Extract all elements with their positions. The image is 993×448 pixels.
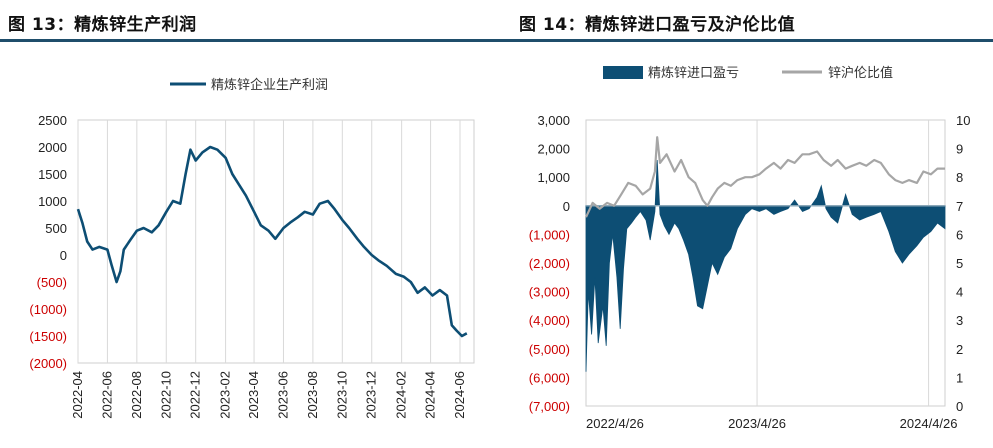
x-tick-label: 2023-12 bbox=[364, 371, 379, 419]
figure-13-title: 图 13：精炼锌生产利润 bbox=[8, 15, 197, 35]
y-right-tick-label: 5 bbox=[956, 256, 963, 271]
y-tick-label: 0 bbox=[60, 248, 67, 263]
x-tick-label: 2024-02 bbox=[394, 371, 409, 419]
y-right-tick-label: 7 bbox=[956, 199, 963, 214]
y-right-tick-label: 1 bbox=[956, 370, 963, 385]
x-tick-label-2: 2023/4/26 bbox=[728, 416, 786, 431]
y-left-tick-label: 3,000 bbox=[537, 113, 570, 128]
x-tick-label: 2022-12 bbox=[188, 371, 203, 419]
y-tick-label: (2000) bbox=[29, 356, 67, 371]
figure-14-title: 图 14：精炼锌进口盈亏及沪伦比值 bbox=[519, 15, 796, 35]
y-right-tick-label: 8 bbox=[956, 170, 963, 185]
x-tick-label: 2022-08 bbox=[129, 371, 144, 419]
y-tick-label: 1000 bbox=[38, 194, 67, 209]
x-tick-label: 2023-02 bbox=[218, 371, 233, 419]
y-tick-label: 2000 bbox=[38, 140, 67, 155]
y-right-tick-label: 2 bbox=[956, 342, 963, 357]
x-tick-label-2: 2022/4/26 bbox=[586, 416, 644, 431]
x-tick-label: 2024-06 bbox=[452, 371, 467, 419]
y-left-tick-label: 1,000 bbox=[537, 170, 570, 185]
y-tick-label: 2500 bbox=[38, 113, 67, 128]
ratio-line bbox=[585, 136, 945, 218]
import-profit-area bbox=[585, 159, 946, 372]
y-left-tick-label: 0 bbox=[563, 199, 570, 214]
profit-line bbox=[76, 145, 468, 338]
y-right-tick-label: 0 bbox=[956, 399, 963, 414]
y-left-tick-label: (2,000) bbox=[529, 256, 570, 271]
x-tick-label: 2022-06 bbox=[99, 371, 114, 419]
y-right-tick-label: 4 bbox=[956, 285, 963, 300]
y-tick-label: (1000) bbox=[29, 302, 67, 317]
y-right-tick-label: 10 bbox=[956, 113, 970, 128]
x-tick-label-2: 2024/4/26 bbox=[900, 416, 958, 431]
y-tick-label: (1500) bbox=[29, 329, 67, 344]
y-left-tick-label: (5,000) bbox=[529, 342, 570, 357]
x-tick-label: 2023-04 bbox=[246, 371, 261, 419]
y-right-tick-label: 6 bbox=[956, 227, 963, 242]
y-tick-label: 1500 bbox=[38, 167, 67, 182]
y-tick-label: (500) bbox=[37, 275, 67, 290]
title-rule bbox=[0, 39, 993, 42]
x-tick-label: 2024-04 bbox=[423, 371, 438, 419]
legend-label-area: 精炼锌进口盈亏 bbox=[648, 66, 739, 81]
y-left-tick-label: (1,000) bbox=[529, 227, 570, 242]
legend-label-line: 锌沪伦比值 bbox=[828, 65, 893, 81]
x-tick-label: 2022-10 bbox=[158, 371, 173, 419]
y-left-tick-label: (7,000) bbox=[529, 399, 570, 414]
legend-swatch-area bbox=[603, 66, 643, 79]
y-left-tick-label: (3,000) bbox=[529, 285, 570, 300]
y-right-tick-label: 9 bbox=[956, 142, 963, 157]
x-tick-label: 2023-06 bbox=[275, 371, 290, 419]
x-tick-label: 2023-08 bbox=[305, 371, 320, 419]
y-left-tick-label: (4,000) bbox=[529, 313, 570, 328]
y-left-tick-label: 2,000 bbox=[537, 142, 570, 157]
y-right-tick-label: 3 bbox=[956, 313, 963, 328]
y-left-tick-label: (6,000) bbox=[529, 370, 570, 385]
x-tick-label: 2023-10 bbox=[334, 371, 349, 419]
plot-frame-2 bbox=[585, 119, 946, 407]
x-tick-label: 2022-04 bbox=[70, 371, 85, 419]
y-tick-label: 500 bbox=[45, 221, 67, 236]
legend-label: 精炼锌企业生产利润 bbox=[211, 77, 328, 93]
